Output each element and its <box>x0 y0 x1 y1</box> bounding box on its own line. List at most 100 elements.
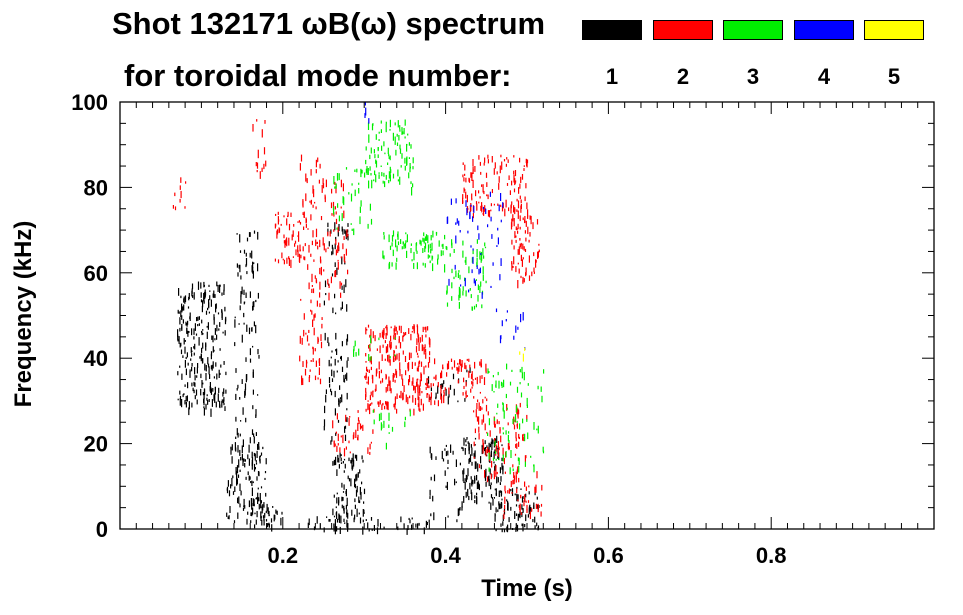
spectral-mark-mode-1 <box>441 383 443 389</box>
spectral-mark-mode-2 <box>385 333 387 339</box>
spectral-mark-mode-2 <box>522 257 524 260</box>
spectral-mark-mode-1 <box>481 446 483 455</box>
spectral-mark-mode-3 <box>383 172 385 177</box>
spectral-mark-mode-2 <box>359 425 362 430</box>
spectral-mark-mode-1 <box>457 508 459 517</box>
spectral-mark-mode-1 <box>239 449 241 456</box>
spectral-mark-mode-1 <box>352 453 354 462</box>
spectral-mark-mode-2 <box>357 437 359 441</box>
spectral-mark-mode-3 <box>412 157 414 164</box>
spectral-mark-mode-2 <box>522 276 524 282</box>
spectral-mark-mode-1 <box>265 492 267 497</box>
spectral-mark-mode-2 <box>523 246 525 251</box>
spectral-mark-mode-1 <box>216 334 218 340</box>
spectral-mark-mode-1 <box>241 334 243 343</box>
spectral-mark-mode-2 <box>335 185 337 194</box>
spectral-mark-mode-1 <box>255 462 258 465</box>
spectral-mark-mode-2 <box>412 326 414 330</box>
spectral-mark-mode-3 <box>388 234 390 243</box>
spectral-mark-mode-2 <box>517 210 519 219</box>
spectral-mark-mode-2 <box>517 223 519 230</box>
spectral-mark-mode-2 <box>261 167 263 172</box>
spectral-mark-mode-3 <box>431 242 433 251</box>
spectral-mark-mode-2 <box>387 354 389 362</box>
spectral-mark-mode-2 <box>483 207 485 216</box>
spectral-mark-mode-1 <box>191 353 193 357</box>
spectral-mark-mode-2 <box>180 177 182 183</box>
spectral-mark-mode-4 <box>479 267 481 274</box>
spectral-mark-mode-2 <box>515 226 517 230</box>
spectral-mark-mode-1 <box>212 346 214 353</box>
spectral-mark-mode-1 <box>332 307 334 314</box>
spectral-mark-mode-1 <box>338 497 340 504</box>
spectral-mark-mode-2 <box>490 473 492 480</box>
spectral-mark-mode-1 <box>253 452 255 457</box>
spectral-mark-mode-1 <box>214 386 216 395</box>
spectral-mark-mode-2 <box>535 259 537 268</box>
spectral-mark-mode-4 <box>522 312 524 321</box>
spectral-mark-mode-3 <box>518 457 520 465</box>
spectral-mark-mode-1 <box>267 507 269 515</box>
spectral-mark-mode-1 <box>194 395 196 400</box>
spectral-mark-mode-1 <box>241 445 243 454</box>
spectral-mark-mode-1 <box>240 291 242 297</box>
spectral-mark-mode-3 <box>388 263 390 270</box>
spectral-mark-mode-3 <box>430 248 432 254</box>
spectral-mark-mode-2 <box>496 421 498 425</box>
spectral-mark-mode-3 <box>506 407 508 410</box>
spectral-mark-mode-1 <box>201 331 203 336</box>
spectral-mark-mode-4 <box>490 216 492 222</box>
spectral-mark-mode-2 <box>498 421 500 425</box>
spectral-mark-mode-2 <box>370 329 372 337</box>
spectral-mark-mode-3 <box>333 176 335 185</box>
spectral-mark-mode-2 <box>399 362 401 371</box>
spectral-mark-mode-1 <box>252 507 254 515</box>
spectral-mark-mode-2 <box>525 267 527 272</box>
spectral-mark-mode-2 <box>416 324 418 328</box>
spectral-mark-mode-1 <box>445 485 447 488</box>
spectral-mark-mode-2 <box>514 453 517 456</box>
spectral-mark-mode-3 <box>462 250 464 258</box>
spectral-mark-mode-3 <box>360 168 362 178</box>
spectral-mark-mode-2 <box>484 423 486 431</box>
spectral-mark-mode-2 <box>537 251 539 259</box>
spectral-mark-mode-1 <box>219 322 221 327</box>
spectral-mark-mode-1 <box>255 519 257 525</box>
spectral-mark-mode-1 <box>343 470 345 473</box>
spectral-mark-mode-2 <box>313 314 315 321</box>
spectral-mark-mode-1 <box>490 482 492 485</box>
spectral-mark-mode-4 <box>487 224 489 228</box>
spectral-mark-mode-2 <box>496 171 498 175</box>
spectral-mark-mode-1 <box>231 444 233 451</box>
spectral-mark-mode-2 <box>457 379 459 384</box>
series-mode-3 <box>333 119 545 475</box>
spectral-mark-mode-1 <box>490 441 492 445</box>
spectral-mark-mode-3 <box>358 182 360 185</box>
spectral-mark-mode-4 <box>455 222 457 225</box>
spectral-mark-mode-1 <box>210 408 212 417</box>
spectral-mark-mode-3 <box>389 128 391 131</box>
spectral-mark-mode-1 <box>430 387 432 392</box>
spectral-mark-mode-1 <box>223 284 225 292</box>
spectral-mark-mode-2 <box>286 257 288 264</box>
spectral-mark-mode-2 <box>290 212 292 217</box>
spectral-mark-mode-2 <box>368 404 370 410</box>
spectral-mark-mode-2 <box>442 364 444 370</box>
spectral-mark-mode-1 <box>213 290 215 298</box>
spectral-mark-mode-3 <box>412 183 414 188</box>
spectral-mark-mode-2 <box>314 313 316 318</box>
spectral-mark-mode-3 <box>404 416 406 421</box>
spectral-mark-mode-2 <box>256 119 258 122</box>
spectral-mark-mode-3 <box>429 255 431 258</box>
spectral-mark-mode-1 <box>461 506 463 511</box>
spectral-mark-mode-2 <box>527 500 530 503</box>
spectral-mark-mode-1 <box>212 335 214 343</box>
spectral-mark-mode-2 <box>387 384 389 392</box>
spectral-mark-mode-1 <box>237 497 239 504</box>
spectral-mark-mode-2 <box>443 390 445 394</box>
spectral-mark-mode-2 <box>497 441 499 448</box>
spectral-mark-mode-1 <box>219 372 221 375</box>
spectral-mark-mode-1 <box>429 446 431 454</box>
spectral-mark-mode-2 <box>321 317 323 320</box>
spectral-mark-mode-2 <box>417 365 419 372</box>
